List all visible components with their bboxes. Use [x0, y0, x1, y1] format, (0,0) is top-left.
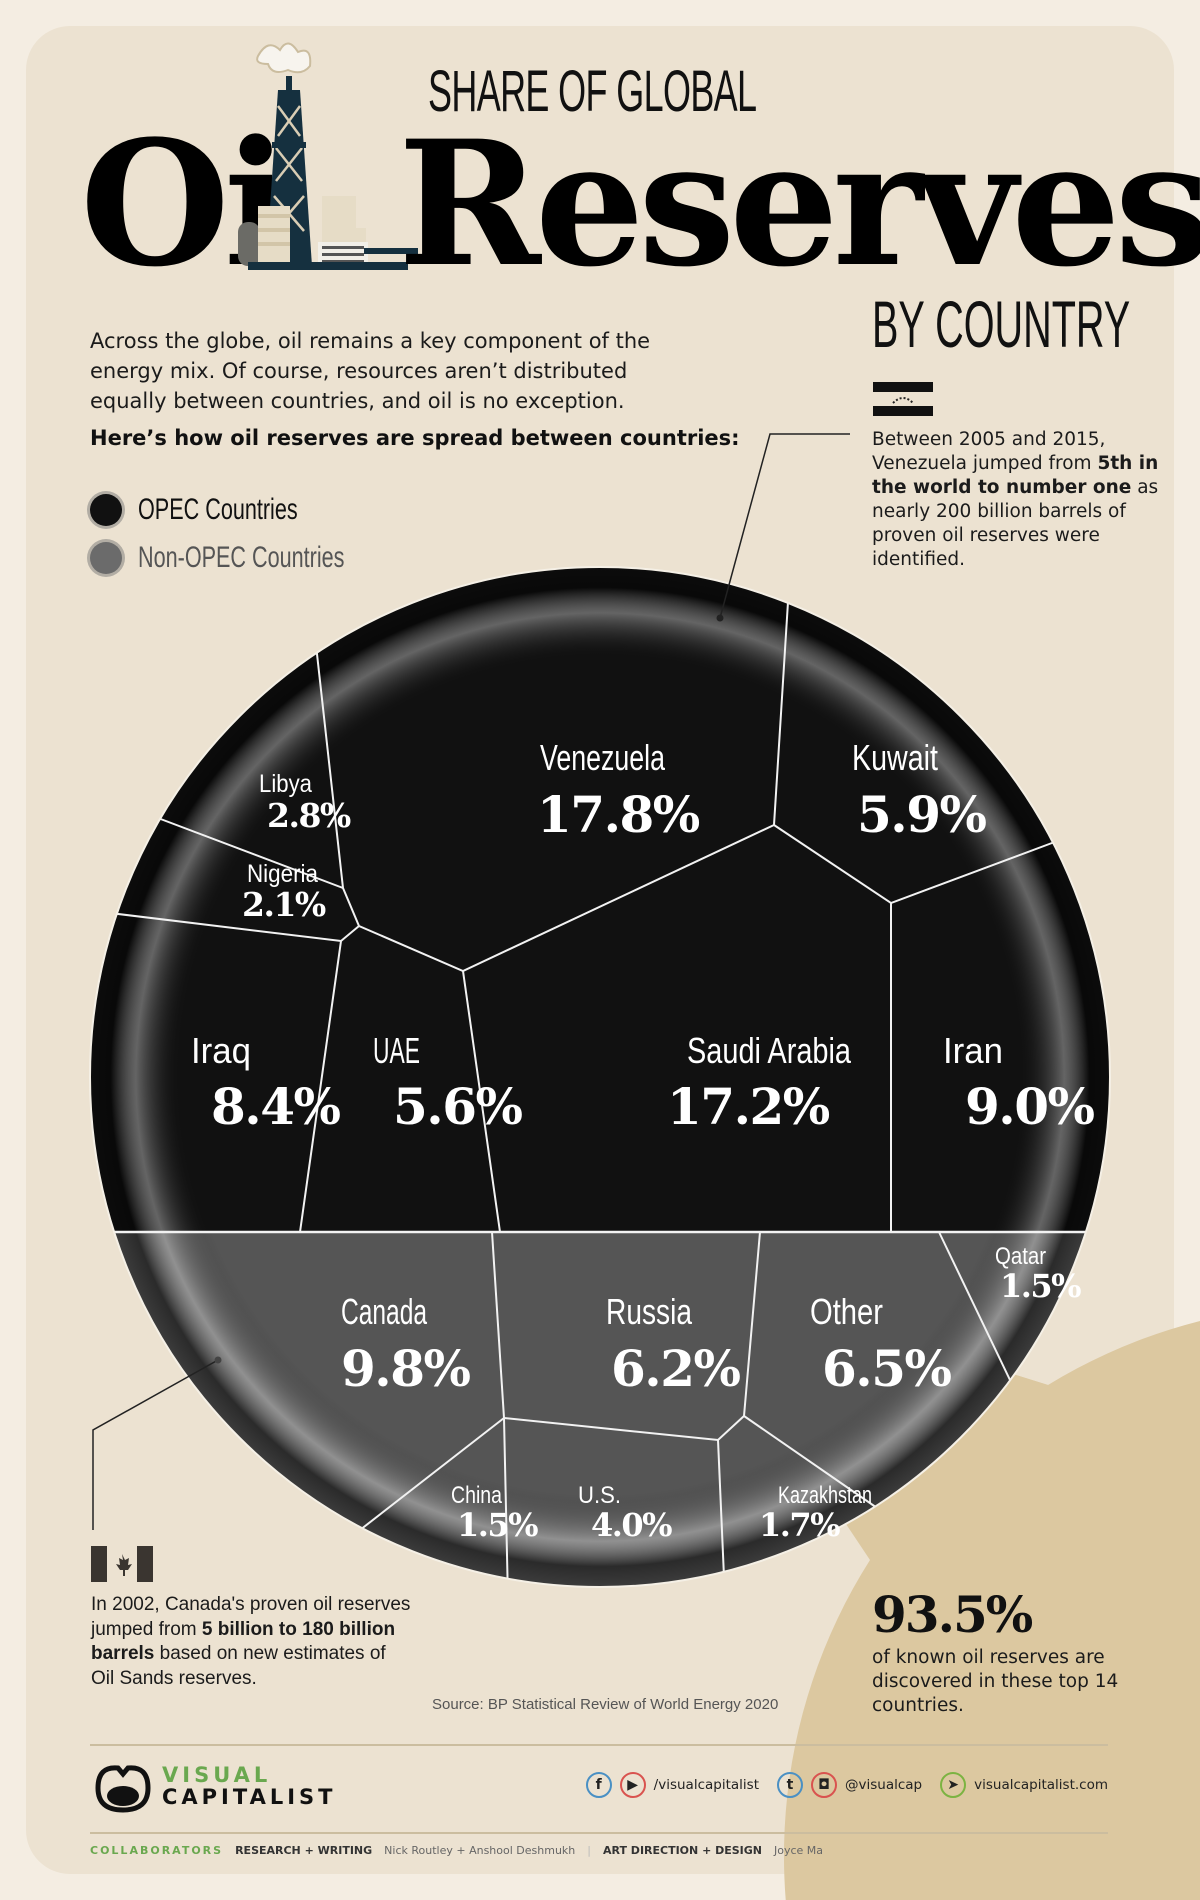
callout-text: Between 2005 and 2015, Venezuela jumped …	[872, 429, 1106, 474]
country-share: 9.0%	[965, 1077, 1094, 1136]
cell-other: Other 6.5%	[810, 1291, 953, 1398]
country-share: 5.6%	[393, 1077, 522, 1136]
design-names: Joyce Ma	[774, 1844, 824, 1857]
country-share: 17.2%	[667, 1077, 830, 1136]
legend-item-non-opec: Non-OPEC Countries	[90, 541, 425, 575]
social-links: f ▶ /visualcapitalist t ◘ @visualcap ➤ v…	[585, 1772, 1108, 1798]
logo-line-visual: VISUAL	[162, 1763, 272, 1787]
callout-text: In 2002, Canada's proven oil reserves ju…	[91, 1594, 411, 1640]
non-opec-dot-icon	[90, 542, 122, 574]
callout-highlight: 5th in the world to number one	[872, 453, 1159, 498]
country-name: Other	[810, 1291, 883, 1332]
collab-label: COLLABORATORS	[90, 1844, 224, 1857]
footer-divider-bottom	[90, 1832, 1108, 1834]
country-share: 8.4%	[211, 1077, 340, 1136]
cursor-icon[interactable]: ➤	[940, 1772, 967, 1798]
country-share: 9.8%	[341, 1339, 470, 1398]
footer: VISUAL CAPITALIST f ▶ /visualcapitalist …	[90, 1758, 1108, 1818]
country-name: U.S.	[578, 1482, 621, 1509]
country-name: Libya	[259, 770, 312, 798]
legend-label: OPEC Countries	[138, 493, 298, 526]
oil-derrick-icon	[238, 42, 418, 270]
source-note: Source: BP Statistical Review of World E…	[432, 1696, 779, 1713]
country-name: Iraq	[191, 1030, 251, 1071]
country-name: Venezuela	[540, 737, 666, 778]
country-name: Kazakhstan	[778, 1482, 872, 1509]
logo-wordmark[interactable]: VISUAL CAPITALIST	[162, 1764, 336, 1808]
country-share: 5.9%	[857, 785, 986, 844]
visual-capitalist-logo-icon	[95, 1765, 151, 1813]
canada-flag-icon	[91, 1546, 153, 1582]
legend-item-opec: OPEC Countries	[90, 493, 360, 527]
canada-callout: In 2002, Canada's proven oil reserves ju…	[91, 1593, 411, 1691]
country-name: UAE	[373, 1030, 420, 1071]
callout-text: as nearly 200 billion barrels of proven …	[872, 477, 1159, 570]
country-share: 4.0%	[591, 1506, 672, 1544]
country-share: 2.8%	[267, 796, 351, 835]
country-name: Nigeria	[247, 860, 318, 888]
subtitle-by-country: BY COUNTRY	[872, 287, 1131, 361]
legend-label: Non-OPEC Countries	[138, 541, 345, 574]
website-link[interactable]: visualcapitalist.com	[974, 1777, 1108, 1793]
canada-leader-line	[92, 1359, 219, 1530]
cell-russia: Russia 6.2%	[606, 1291, 742, 1398]
social-handle-link[interactable]: /visualcapitalist	[653, 1777, 759, 1793]
country-share: 6.5%	[822, 1339, 951, 1398]
opec-dot-icon	[90, 494, 122, 526]
title-reserves: Reserves	[398, 102, 1200, 305]
footer-divider-top	[90, 1744, 1108, 1746]
stat-description: of known oil reserves are discovered in …	[872, 1647, 1119, 1716]
country-share: 1.5%	[1000, 1267, 1081, 1305]
intro-paragraph: Across the globe, oil remains a key comp…	[90, 329, 651, 413]
country-share: 17.8%	[537, 785, 700, 844]
cell-u-s-: U.S.4.0%	[578, 1482, 674, 1544]
subtitle-share-of-global: SHARE OF GLOBAL	[428, 59, 757, 124]
chart-outer-ring	[783, 1321, 1200, 1900]
callout-highlight: 5 billion to 180 billion barrels	[91, 1618, 396, 1665]
research-names: Nick Routley + Anshool Deshmukh	[384, 1844, 576, 1857]
instagram-icon[interactable]: ◘	[810, 1772, 837, 1798]
logo-line-capitalist: CAPITALIST	[162, 1785, 337, 1809]
cell-iran: Iran 9.0%	[943, 1030, 1096, 1136]
social-handle-link[interactable]: @visualcap	[844, 1777, 923, 1793]
country-name: Russia	[606, 1291, 693, 1332]
country-name: China	[451, 1482, 503, 1509]
cell-saudi-arabia: Saudi Arabia 17.2%	[667, 1030, 852, 1136]
country-name: Qatar	[995, 1243, 1046, 1270]
venezuela-callout: Between 2005 and 2015, Venezuela jumped …	[872, 428, 1172, 572]
country-name: Saudi Arabia	[687, 1030, 852, 1071]
venezuela-leader-line	[719, 433, 850, 619]
callout-text: based on new estimates of Oil Sands rese…	[91, 1643, 386, 1689]
cell-iraq: Iraq 8.4%	[191, 1030, 342, 1136]
cell-canada: Canada 9.8%	[341, 1291, 472, 1398]
twitter-icon[interactable]: t	[776, 1772, 803, 1798]
country-name: Iran	[943, 1030, 1003, 1071]
design-label: ART DIRECTION + DESIGN	[602, 1844, 763, 1857]
country-share: 6.2%	[611, 1339, 740, 1398]
cell-venezuela: Venezuela 17.8%	[537, 737, 701, 844]
country-share: 1.5%	[457, 1506, 538, 1544]
cell-kuwait: Kuwait 5.9%	[852, 737, 988, 844]
youtube-icon[interactable]: ▶	[619, 1772, 646, 1798]
country-name: Canada	[341, 1291, 428, 1332]
intro-lead: Here’s how oil reserves are spread betwe…	[90, 426, 740, 450]
cell-uae: UAE 5.6%	[373, 1030, 524, 1136]
collaborators: COLLABORATORS RESEARCH + WRITING Nick Ro…	[90, 1844, 823, 1857]
research-label: RESEARCH + WRITING	[235, 1844, 373, 1857]
venezuela-flag-icon	[873, 382, 933, 416]
facebook-icon[interactable]: f	[585, 1772, 612, 1798]
separator: |	[587, 1844, 591, 1857]
country-share: 2.1%	[242, 885, 326, 924]
country-name: Kuwait	[852, 737, 938, 778]
country-share: 1.7%	[759, 1506, 840, 1544]
stat-value: 93.5%	[872, 1585, 1033, 1644]
